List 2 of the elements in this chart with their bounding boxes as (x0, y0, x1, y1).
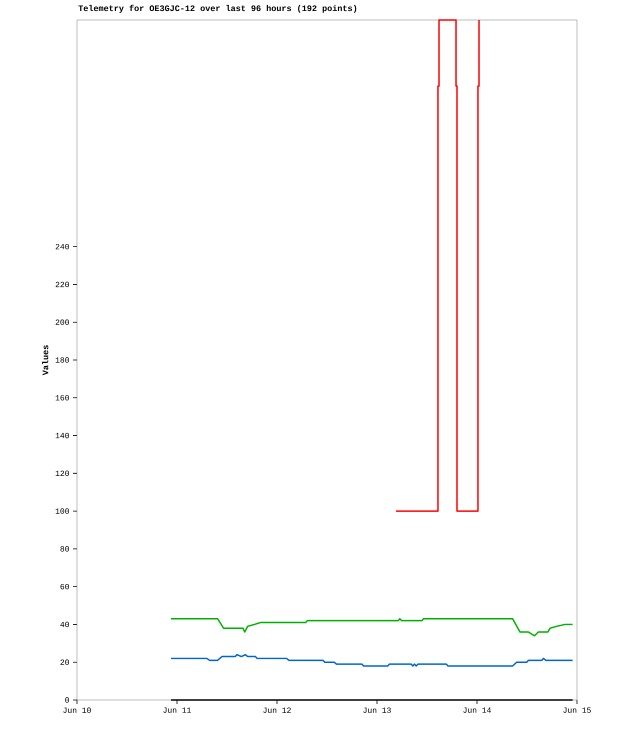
y-axis-title: Values (42, 345, 48, 376)
chart-title: Telemetry for OE3GJC-12 over last 96 hours (192 points) (78, 4, 356, 13)
